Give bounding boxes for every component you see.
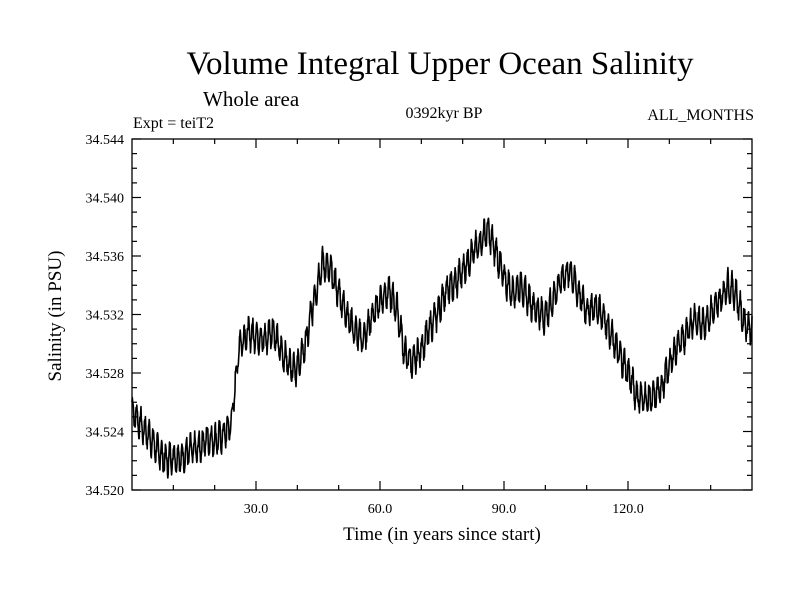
y-tick-label: 34.544 <box>86 133 125 148</box>
y-tick-label: 34.540 <box>86 192 125 207</box>
x-tick-label: 120.0 <box>612 502 644 517</box>
x-tick-label: 60.0 <box>368 502 393 517</box>
x-tick-label: 30.0 <box>244 502 269 517</box>
y-tick-label: 34.520 <box>86 484 125 499</box>
x-tick-label: 90.0 <box>492 502 517 517</box>
y-tick-label: 34.524 <box>86 426 125 441</box>
period-label: 0392kyr BP <box>405 105 483 122</box>
experiment-label: Expt = teiT2 <box>133 115 215 132</box>
months-label: ALL_MONTHS <box>647 107 754 124</box>
y-tick-label: 34.536 <box>86 250 125 265</box>
y-tick-label: 34.528 <box>86 367 125 382</box>
x-axis-label: Time (in years since start) <box>343 524 541 545</box>
y-tick-label: 34.532 <box>86 309 125 324</box>
plot-frame <box>131 138 753 491</box>
chart-subtitle: Whole area <box>203 87 300 111</box>
salinity-series-line <box>131 217 753 479</box>
axis-tick-labels: 30.0 60.0 90.0 120.0 34.520 34.524 34.528 34.53… <box>86 133 644 517</box>
chart-title: Volume Integral Upper Ocean Salinity <box>186 46 694 82</box>
axis-ticks <box>132 138 752 491</box>
